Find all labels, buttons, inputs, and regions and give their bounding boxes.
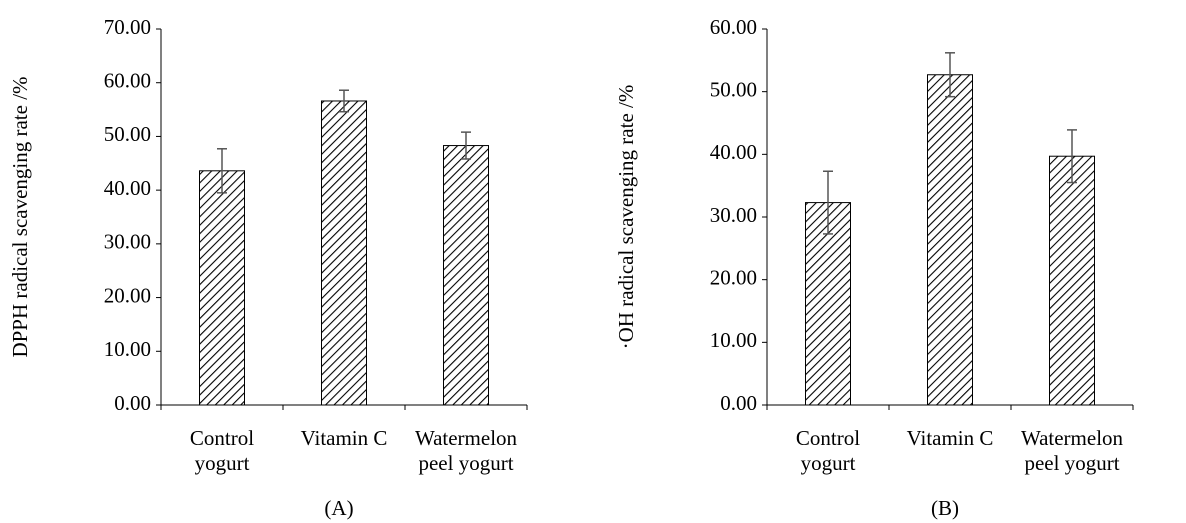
bar (199, 170, 245, 406)
bar (443, 145, 489, 406)
y-tick-label: 30.00 (710, 203, 757, 227)
y-tick-label: 10.00 (710, 328, 757, 352)
x-tick-label: Control yogurt (796, 426, 860, 475)
y-tick-label: 50.00 (104, 122, 151, 146)
y-tick-label: 30.00 (104, 230, 151, 254)
bar (321, 100, 367, 406)
y-axis-title: ·OH radical scavenging rate /% (614, 85, 638, 350)
y-tick-label: 20.00 (104, 283, 151, 307)
y-tick-label: 60.00 (104, 69, 151, 93)
y-axis-title: DPPH radical scavenging rate /% (8, 76, 32, 357)
y-tick-label: 0.00 (114, 391, 151, 415)
x-tick-label: Vitamin C (907, 426, 994, 450)
y-tick-label: 60.00 (710, 15, 757, 39)
y-tick-label: 40.00 (710, 140, 757, 164)
y-tick-label: 40.00 (104, 176, 151, 200)
y-tick-label: 50.00 (710, 77, 757, 101)
bar (1049, 155, 1095, 406)
x-tick-label: Watermelon peel yogurt (415, 426, 518, 475)
y-tick-label: 10.00 (104, 337, 151, 361)
panel-label: (B) (931, 496, 959, 520)
x-tick-label: Control yogurt (190, 426, 254, 475)
bar (927, 74, 973, 406)
x-tick-label: Vitamin C (301, 426, 388, 450)
x-tick-label: Watermelon peel yogurt (1021, 426, 1124, 475)
y-tick-label: 20.00 (710, 265, 757, 289)
y-tick-label: 0.00 (720, 391, 757, 415)
panel-label: (A) (324, 496, 353, 520)
bar (805, 202, 851, 406)
y-tick-label: 70.00 (104, 15, 151, 39)
